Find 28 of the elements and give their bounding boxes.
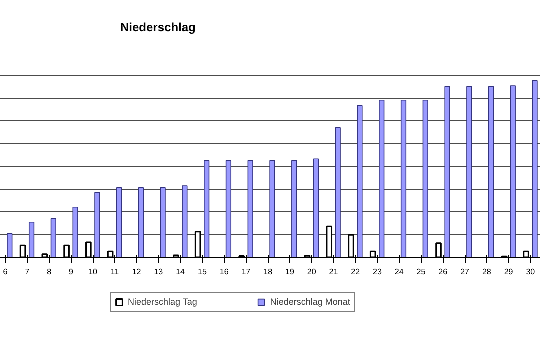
x-tick-label: 26 (438, 268, 448, 276)
x-tick-label: 15 (198, 268, 208, 276)
x-tick-label: 16 (220, 268, 230, 276)
legend-label: Niederschlag Tag (128, 297, 198, 307)
x-tick-label: 27 (460, 268, 470, 276)
x-tick-label: 10 (88, 268, 98, 276)
x-tick-label: 21 (329, 268, 339, 276)
x-tick-label: 25 (416, 268, 426, 276)
chart-title: Niederschlag (120, 20, 196, 34)
x-tick-label: 29 (504, 268, 514, 276)
x-tick-label: 30 (526, 268, 536, 276)
legend-label: Niederschlag Monat (270, 297, 350, 307)
x-tick-label: 14 (176, 268, 186, 276)
x-tick-label: 19 (286, 268, 295, 276)
x-tick-label: 13 (154, 268, 164, 276)
x-tick-label: 23 (373, 268, 382, 276)
x-tick-label: 8 (47, 268, 52, 276)
x-tick-label: 18 (264, 268, 274, 276)
x-tick-label: 11 (110, 268, 120, 276)
x-tick-label: 17 (242, 268, 252, 276)
x-tick-label: 9 (68, 268, 74, 276)
x-tick-label: 7 (25, 268, 30, 276)
x-tick-label: 24 (394, 268, 404, 276)
x-tick-label: 12 (132, 268, 142, 276)
x-tick-label: 20 (307, 268, 317, 276)
x-tick-label: 6 (3, 268, 8, 276)
x-tick-label: 28 (482, 268, 492, 276)
x-tick-label: 22 (351, 268, 361, 276)
